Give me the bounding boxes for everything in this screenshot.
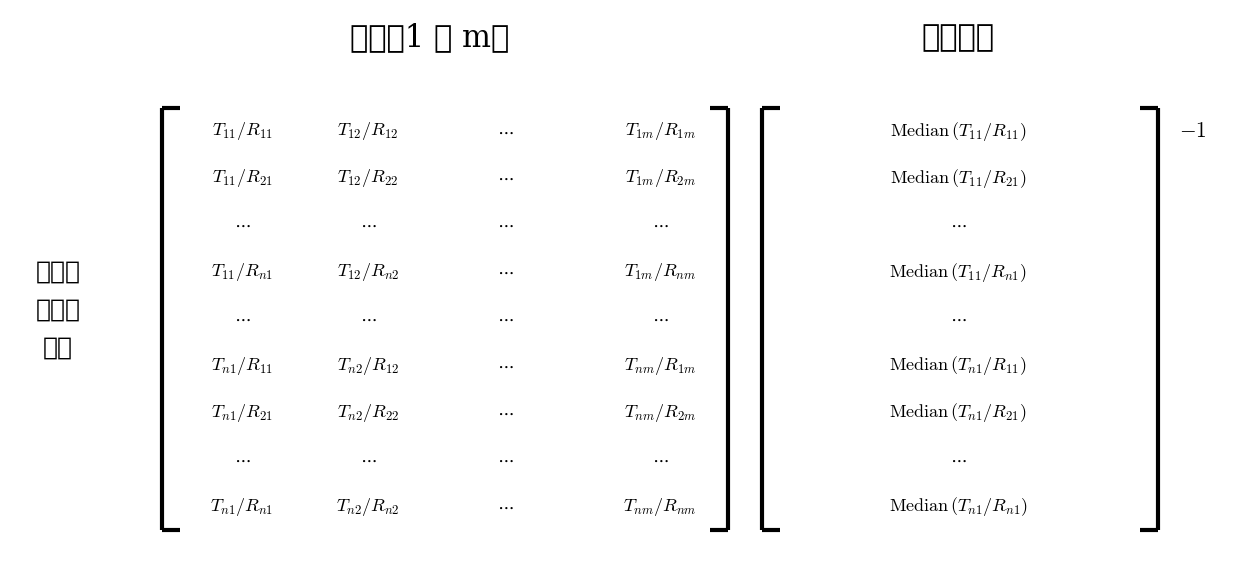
Text: $\cdots$: $\cdots$ [652, 450, 668, 469]
Text: $\cdots$: $\cdots$ [497, 123, 513, 140]
Text: $\cdots$: $\cdots$ [950, 216, 966, 234]
Text: $\cdots$: $\cdots$ [360, 216, 377, 234]
Text: $\cdots$: $\cdots$ [950, 450, 966, 469]
Text: $T_{n2}/R_{22}$: $T_{n2}/R_{22}$ [337, 402, 399, 424]
Text: $T_{1m}/R_{2m}$: $T_{1m}/R_{2m}$ [625, 168, 696, 189]
Text: $\mathrm{Median}\,(T_{n1}/R_{11})$: $\mathrm{Median}\,(T_{n1}/R_{11})$ [889, 354, 1027, 377]
Text: $T_{11}/R_{21}$: $T_{11}/R_{21}$ [212, 168, 273, 189]
Text: $\cdots$: $\cdots$ [360, 310, 377, 328]
Text: $\cdots$: $\cdots$ [497, 404, 513, 422]
Text: $T_{1m}/R_{1m}$: $T_{1m}/R_{1m}$ [625, 120, 696, 143]
Text: $T_{12}/R_{22}$: $T_{12}/R_{22}$ [337, 168, 398, 189]
Text: $\cdots$: $\cdots$ [652, 310, 668, 328]
Text: $T_{n2}/R_{12}$: $T_{n2}/R_{12}$ [337, 355, 399, 377]
Text: $\cdots$: $\cdots$ [497, 310, 513, 328]
Text: 样本（1 至 m）: 样本（1 至 m） [351, 23, 510, 53]
Text: $\cdots$: $\cdots$ [497, 216, 513, 234]
Text: $T_{11}/R_{n1}$: $T_{11}/R_{n1}$ [211, 261, 273, 283]
Text: $\cdots$: $\cdots$ [497, 169, 513, 187]
Text: $T_{11}/R_{11}$: $T_{11}/R_{11}$ [212, 120, 273, 143]
Text: $T_{12}/R_{12}$: $T_{12}/R_{12}$ [337, 120, 398, 143]
Text: $\cdots$: $\cdots$ [497, 450, 513, 469]
Text: 行中位数: 行中位数 [921, 23, 994, 53]
Text: $\cdots$: $\cdots$ [497, 357, 513, 375]
Text: $\mathrm{Median}\,(T_{n1}/R_{21})$: $\mathrm{Median}\,(T_{n1}/R_{21})$ [889, 401, 1027, 424]
Text: 覆盖度: 覆盖度 [36, 299, 81, 321]
Text: $T_{nm}/R_{nm}$: $T_{nm}/R_{nm}$ [624, 495, 697, 517]
Text: $T_{nm}/R_{1m}$: $T_{nm}/R_{1m}$ [624, 355, 696, 377]
Text: $\cdots$: $\cdots$ [652, 216, 668, 234]
Text: $T_{1m}/R_{nm}$: $T_{1m}/R_{nm}$ [624, 261, 696, 283]
Text: $\mathrm{Median}\,(T_{11}/R_{11})$: $\mathrm{Median}\,(T_{11}/R_{11})$ [890, 120, 1027, 143]
Text: $\cdots$: $\cdots$ [233, 450, 250, 469]
Text: $\mathrm{Median}\,(T_{11}/R_{21})$: $\mathrm{Median}\,(T_{11}/R_{21})$ [890, 167, 1027, 190]
Text: $\cdots$: $\cdots$ [497, 263, 513, 281]
Text: $T_{n1}/R_{21}$: $T_{n1}/R_{21}$ [211, 402, 273, 424]
Text: $\mathrm{Median}\,(T_{n1}/R_{n1})$: $\mathrm{Median}\,(T_{n1}/R_{n1})$ [889, 495, 1028, 518]
Text: 比值: 比值 [43, 336, 73, 360]
Text: 扩增子: 扩增子 [36, 261, 81, 283]
Text: $T_{n1}/R_{11}$: $T_{n1}/R_{11}$ [211, 355, 273, 377]
Text: $\cdots$: $\cdots$ [497, 498, 513, 516]
Text: $T_{nm}/R_{2m}$: $T_{nm}/R_{2m}$ [624, 402, 696, 424]
Text: $\mathrm{Median}\,(T_{11}/R_{n1})$: $\mathrm{Median}\,(T_{11}/R_{n1})$ [889, 261, 1027, 283]
Text: $\cdots$: $\cdots$ [950, 310, 966, 328]
Text: $\cdots$: $\cdots$ [233, 216, 250, 234]
Text: $T_{12}/R_{n2}$: $T_{12}/R_{n2}$ [337, 261, 399, 283]
Text: $T_{n2}/R_{n2}$: $T_{n2}/R_{n2}$ [336, 495, 399, 517]
Text: $^{-1}$: $^{-1}$ [1178, 122, 1207, 153]
Text: $T_{n1}/R_{n1}$: $T_{n1}/R_{n1}$ [211, 495, 274, 517]
Text: $\cdots$: $\cdots$ [360, 450, 377, 469]
Text: $\cdots$: $\cdots$ [233, 310, 250, 328]
